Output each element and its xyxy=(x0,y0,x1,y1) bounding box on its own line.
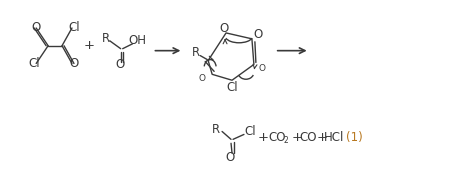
Text: +: + xyxy=(317,131,328,144)
Text: +: + xyxy=(291,131,302,144)
Text: O: O xyxy=(69,57,79,70)
Text: 2: 2 xyxy=(283,136,288,145)
Text: R: R xyxy=(102,32,110,45)
Text: Cl: Cl xyxy=(68,22,80,35)
Text: O: O xyxy=(115,58,124,71)
Text: R: R xyxy=(212,123,220,136)
Text: Cl: Cl xyxy=(28,57,40,70)
Text: O: O xyxy=(258,64,265,73)
Text: O: O xyxy=(32,22,41,35)
Text: O: O xyxy=(226,151,235,163)
Text: +: + xyxy=(83,39,94,52)
Text: O: O xyxy=(219,23,228,36)
Text: O: O xyxy=(253,28,263,41)
Text: OH: OH xyxy=(128,34,146,47)
Text: CO: CO xyxy=(300,131,317,144)
Text: HCl: HCl xyxy=(324,131,345,144)
Text: CO: CO xyxy=(268,131,285,144)
Text: O: O xyxy=(199,74,206,83)
Text: Cl: Cl xyxy=(244,125,256,138)
Text: (1): (1) xyxy=(346,131,363,144)
Text: +: + xyxy=(257,131,268,144)
Text: R: R xyxy=(192,46,201,59)
Text: Cl: Cl xyxy=(226,81,238,94)
